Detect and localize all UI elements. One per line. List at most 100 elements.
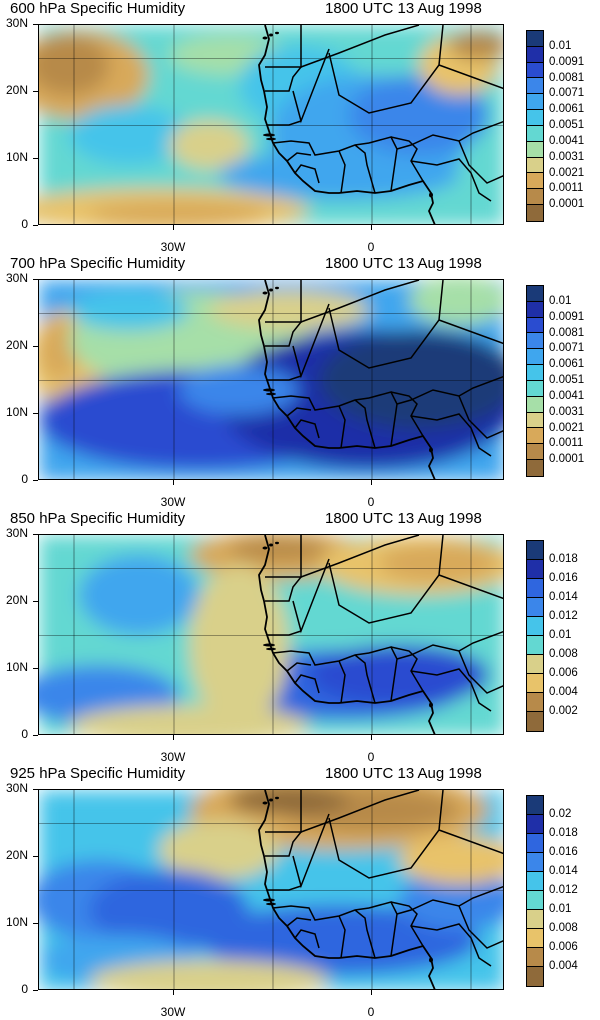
longitude-tick [371, 990, 372, 995]
latitude-label: 20N [5, 593, 28, 607]
map-panel: 850 hPa Specific Humidity 1800 UTC 13 Aug… [0, 510, 600, 765]
colorbar-label: 0.012 [549, 610, 578, 622]
colorbar-label: 0.018 [549, 553, 578, 565]
colorbar-label: 0.008 [549, 648, 578, 660]
colorbar-swatch [527, 173, 543, 190]
colorbar-swatch [527, 967, 543, 986]
colorbar-swatch [527, 948, 543, 967]
latitude-label: 20N [5, 83, 28, 97]
colorbar-swatch [527, 834, 543, 853]
panel-time: 1800 UTC 13 Aug 1998 [325, 0, 482, 17]
panel-title: 925 hPa Specific Humidity [10, 765, 186, 782]
colorbar-swatch [527, 396, 543, 413]
latitude-tick [33, 24, 38, 25]
colorbar-label: 0.0091 [549, 55, 585, 68]
colorbar-swatch [527, 412, 543, 429]
colorbar-swatch [527, 617, 543, 636]
longitude-label: 30W [160, 240, 186, 254]
latitude-tick [33, 856, 38, 857]
colorbar-label: 0.014 [549, 591, 578, 603]
longitude-label: 0 [367, 1005, 375, 1019]
colorbar-label: 0.0071 [549, 342, 585, 355]
colorbar-label: 0.0081 [549, 71, 585, 84]
colorbar [526, 795, 544, 987]
colorbar-swatch [527, 444, 543, 461]
colorbar-label: 0.004 [549, 960, 578, 972]
colorbar-label: 0.01 [549, 294, 572, 307]
colorbar-swatch [527, 693, 543, 712]
colorbar-swatch [527, 286, 543, 302]
latitude-label: 10N [5, 915, 28, 929]
latitude-label: 30N [5, 16, 28, 30]
colorbar-swatch [527, 349, 543, 366]
latitude-tick [33, 735, 38, 736]
map-panel: 600 hPa Specific Humidity 1800 UTC 13 Aug… [0, 0, 600, 255]
longitude-tick [173, 990, 174, 995]
panel-title: 700 hPa Specific Humidity [10, 255, 186, 272]
colorbar [526, 285, 544, 477]
latitude-label: 20N [5, 848, 28, 862]
colorbar-label: 0.0041 [549, 134, 585, 147]
latitude-tick [33, 480, 38, 481]
latitude-tick [33, 990, 38, 991]
latitude-label: 30N [5, 526, 28, 540]
colorbar-swatch [527, 655, 543, 674]
latitude-tick [33, 789, 38, 790]
longitude-label: 0 [367, 750, 375, 764]
colorbar-swatch [527, 380, 543, 397]
humidity-map [38, 24, 504, 225]
longitude-label: 0 [367, 240, 375, 254]
colorbar-label: 0.0091 [549, 310, 585, 323]
colorbar-label: 0.012 [549, 884, 578, 896]
colorbar-label: 0.0001 [549, 453, 585, 466]
colorbar-swatch [527, 428, 543, 445]
latitude-label: 0 [21, 217, 28, 231]
colorbar-label: 0.016 [549, 846, 578, 858]
longitude-tick [173, 225, 174, 230]
colorbar-label: 0.006 [549, 667, 578, 679]
colorbar-swatch [527, 78, 543, 95]
colorbar-label: 0.018 [549, 827, 578, 839]
panel-title: 600 hPa Specific Humidity [10, 0, 186, 17]
latitude-label: 10N [5, 150, 28, 164]
colorbar-label: 0.0051 [549, 374, 585, 386]
colorbar-swatch [527, 460, 543, 476]
latitude-tick [33, 91, 38, 92]
longitude-tick [371, 480, 372, 485]
humidity-map [38, 279, 504, 480]
colorbar-label: 0.01 [549, 39, 572, 52]
colorbar-label: 0.0041 [549, 389, 585, 402]
colorbar-swatch [527, 317, 543, 334]
latitude-tick [33, 225, 38, 226]
colorbar-label: 0.0061 [549, 103, 585, 116]
colorbar-swatch [527, 929, 543, 948]
colorbar-swatch [527, 674, 543, 693]
colorbar-swatch [527, 560, 543, 579]
latitude-tick [33, 413, 38, 414]
colorbar-swatch [527, 189, 543, 206]
latitude-tick [33, 923, 38, 924]
colorbar-swatch [527, 333, 543, 350]
latitude-label: 30N [5, 781, 28, 795]
longitude-label: 30W [160, 495, 186, 509]
latitude-label: 0 [21, 727, 28, 741]
colorbar-swatch [527, 205, 543, 221]
colorbar-label: 0.0021 [549, 421, 585, 434]
latitude-label: 10N [5, 405, 28, 419]
colorbar-swatch [527, 62, 543, 79]
colorbar-label: 0.006 [549, 941, 578, 953]
colorbar-swatch [527, 46, 543, 63]
colorbar-swatch [527, 598, 543, 617]
colorbar-swatch [527, 125, 543, 142]
latitude-label: 20N [5, 338, 28, 352]
colorbar-label: 0.016 [549, 572, 578, 584]
latitude-tick [33, 346, 38, 347]
map-panel: 925 hPa Specific Humidity 1800 UTC 13 Aug… [0, 765, 600, 1020]
colorbar-swatch [527, 891, 543, 910]
latitude-label: 0 [21, 472, 28, 486]
colorbar-swatch [527, 579, 543, 598]
colorbar-swatch [527, 796, 543, 815]
panel-title: 850 hPa Specific Humidity [10, 510, 186, 527]
colorbar-label: 0.0021 [549, 166, 585, 179]
latitude-label: 30N [5, 271, 28, 285]
